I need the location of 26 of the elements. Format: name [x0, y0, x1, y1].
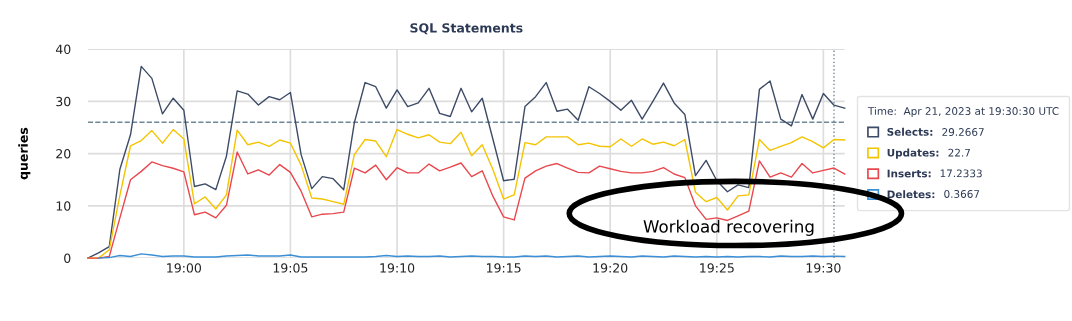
x-tick-label: 19:20 [593, 263, 628, 273]
y-tick-label: 20 [56, 149, 71, 159]
y-tick-label: 30 [56, 96, 71, 107]
legend-label: Inserts: [887, 169, 931, 178]
y-axis-title: queries [18, 127, 31, 180]
x-tick-label: 19:25 [700, 263, 734, 273]
legend-label: Updates: [887, 148, 939, 159]
chart-title: SQL Statements [410, 23, 523, 35]
text: 29.2667 [942, 128, 984, 136]
legend-label: Selects: [887, 127, 933, 136]
text: 22.7 [948, 148, 970, 157]
x-tick-label: 19:10 [380, 263, 415, 273]
y-tick-label: 0 [64, 253, 71, 264]
x-tick-label: 19:05 [273, 263, 308, 273]
line-series [87, 151, 846, 259]
text: 17.2333 [940, 169, 982, 178]
legend-label: Deletes: [887, 190, 935, 199]
line-series [87, 65, 846, 259]
y-tick-label: 40 [55, 44, 71, 55]
legend-title: Time: Apr 21, 2023 at 19:30:30 UTC [867, 106, 1059, 118]
y-tick-label: 10 [56, 201, 71, 211]
x-tick-label: 19:30 [806, 263, 841, 273]
x-tick-label: 19:15 [486, 263, 521, 273]
annotation: Workload recovering [643, 219, 814, 236]
x-tick-label: 19:00 [167, 263, 202, 273]
text: 0.3667 [944, 190, 980, 198]
